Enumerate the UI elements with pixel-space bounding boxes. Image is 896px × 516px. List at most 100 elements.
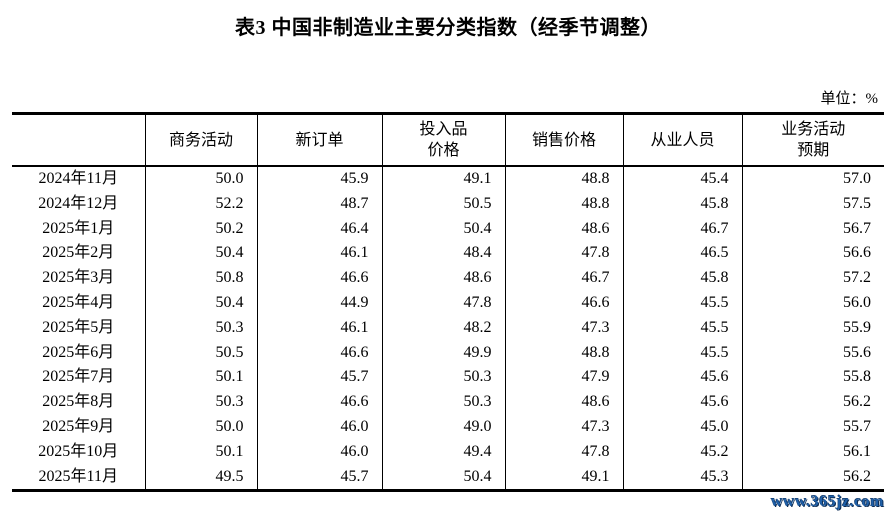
value-cell: 50.3 [381, 365, 505, 391]
value-cell: 49.1 [504, 464, 623, 491]
value-cell: 56.2 [741, 390, 884, 415]
value-cell: 46.7 [504, 266, 623, 291]
value-cell: 49.9 [381, 340, 505, 366]
value-cell: 46.1 [256, 315, 382, 341]
value-cell: 50.5 [144, 340, 257, 366]
table-row: 2025年6月 50.5 46.6 49.9 48.8 45.5 55.6 [12, 340, 884, 366]
month-cell: 2025年8月 [42, 393, 115, 411]
value-cell: 47.8 [504, 439, 623, 465]
value-cell: 50.4 [144, 241, 257, 267]
column-header-employment: 从业人员 [622, 113, 742, 167]
month-cell: 2025年3月 [42, 269, 115, 287]
value-cell: 57.0 [741, 166, 884, 192]
value-cell: 46.6 [256, 266, 382, 291]
value-cell: 55.8 [741, 365, 884, 391]
value-cell: 56.0 [741, 290, 884, 316]
value-cell: 49.1 [381, 166, 505, 192]
value-cell: 45.5 [622, 340, 742, 366]
month-cell: 2025年9月 [42, 417, 115, 435]
value-cell: 47.8 [504, 241, 623, 267]
value-cell: 48.6 [504, 390, 623, 415]
value-cell: 45.0 [622, 414, 742, 440]
value-cell: 45.3 [622, 464, 742, 491]
value-cell: 45.5 [622, 290, 742, 316]
month-cell: 2025年1月 [42, 219, 115, 237]
value-cell: 55.9 [741, 315, 884, 341]
value-cell: 46.0 [256, 414, 382, 440]
value-cell: 55.6 [741, 340, 884, 366]
value-cell: 48.8 [504, 340, 623, 366]
value-cell: 50.1 [144, 439, 257, 465]
month-cell: 2025年11月 [38, 467, 118, 485]
value-cell: 48.8 [504, 191, 623, 217]
table-row: 2025年8月 50.3 46.6 50.3 48.6 45.6 56.2 [12, 390, 884, 415]
value-cell: 47.9 [504, 365, 623, 391]
value-cell: 46.6 [504, 290, 623, 316]
value-cell: 50.8 [144, 266, 257, 291]
corner-cell [12, 113, 145, 167]
site-watermark: www.365jz.com [770, 493, 884, 511]
value-cell: 45.5 [622, 315, 742, 341]
column-header-input-prices: 投入品 价格 [381, 113, 505, 167]
table-row: 2025年9月 50.0 46.0 49.0 47.3 45.0 55.7 [12, 414, 884, 440]
value-cell: 45.8 [622, 266, 742, 291]
table-row: 2025年3月 50.8 46.6 48.6 46.7 45.8 57.2 [12, 266, 884, 291]
table-row: 2025年4月 50.4 44.9 47.8 46.6 45.5 56.0 [12, 290, 884, 316]
month-cell: 2024年12月 [38, 194, 119, 212]
document-page: 表3 中国非制造业主要分类指数（经季节调整） 单位：% 商务活动 新订单 投入品… [12, 0, 884, 510]
value-cell: 56.1 [741, 439, 884, 465]
value-cell: 56.6 [741, 241, 884, 267]
month-cell: 2024年11月 [38, 170, 118, 187]
value-cell: 50.5 [381, 191, 505, 217]
value-cell: 50.1 [144, 365, 257, 391]
value-cell: 49.0 [381, 414, 505, 440]
value-cell: 48.8 [504, 166, 623, 192]
month-cell: 2025年2月 [42, 244, 115, 262]
table-body: 2024年11月 50.0 45.9 49.1 48.8 45.4 57.0 2024年12月… [12, 166, 884, 491]
value-cell: 49.5 [144, 464, 257, 491]
value-cell: 50.3 [144, 390, 257, 415]
value-cell: 45.2 [622, 439, 742, 465]
value-cell: 46.7 [622, 216, 742, 242]
column-header-sales-prices: 销售价格 [504, 113, 623, 167]
value-cell: 45.8 [622, 191, 742, 217]
value-cell: 57.2 [741, 266, 884, 291]
table-row: 2025年5月 50.3 46.1 48.2 47.3 45.5 55.9 [12, 315, 884, 341]
table-row: 2024年11月 50.0 45.9 49.1 48.8 45.4 57.0 [12, 166, 884, 192]
month-cell: 2025年5月 [42, 318, 115, 336]
table-row: 2025年1月 50.2 46.4 50.4 48.6 46.7 56.7 [12, 216, 884, 242]
table-row: 2024年12月 52.2 48.7 50.5 48.8 45.8 57.5 [12, 191, 884, 217]
value-cell: 56.7 [741, 216, 884, 242]
value-cell: 46.6 [256, 390, 382, 415]
value-cell: 48.2 [381, 315, 505, 341]
value-cell: 45.6 [622, 390, 742, 415]
header-row: 商务活动 新订单 投入品 价格 销售价格 从业人员 业务活动 预期 [12, 113, 884, 167]
value-cell: 50.4 [381, 216, 505, 242]
value-cell: 50.0 [144, 414, 257, 440]
value-cell: 48.4 [381, 241, 505, 267]
value-cell: 50.3 [381, 390, 505, 415]
value-cell: 46.1 [256, 241, 382, 267]
table-row: 2025年7月 50.1 45.7 50.3 47.9 45.6 55.8 [12, 365, 884, 391]
value-cell: 48.6 [504, 216, 623, 242]
value-cell: 46.6 [256, 340, 382, 366]
value-cell: 52.2 [144, 191, 257, 217]
value-cell: 46.0 [256, 439, 382, 465]
value-cell: 56.2 [741, 464, 884, 491]
value-cell: 50.0 [144, 166, 257, 192]
page-title: 表3 中国非制造业主要分类指数（经季节调整） [235, 17, 661, 39]
index-table: 商务活动 新订单 投入品 价格 销售价格 从业人员 业务活动 预期 2024年1… [12, 112, 884, 493]
value-cell: 50.4 [144, 290, 257, 316]
table-row: 2025年10月 50.1 46.0 49.4 47.8 45.2 56.1 [12, 439, 884, 465]
month-cell: 2025年10月 [38, 442, 119, 460]
value-cell: 45.7 [256, 464, 382, 491]
value-cell: 47.3 [504, 315, 623, 341]
unit-label: 单位：% [820, 91, 879, 107]
value-cell: 44.9 [256, 290, 382, 316]
value-cell: 47.3 [504, 414, 623, 440]
month-cell: 2025年7月 [42, 368, 115, 386]
value-cell: 50.2 [144, 216, 257, 242]
value-cell: 45.7 [256, 365, 382, 391]
column-header-business-expectations: 业务活动 预期 [741, 113, 884, 167]
value-cell: 48.7 [256, 191, 382, 217]
